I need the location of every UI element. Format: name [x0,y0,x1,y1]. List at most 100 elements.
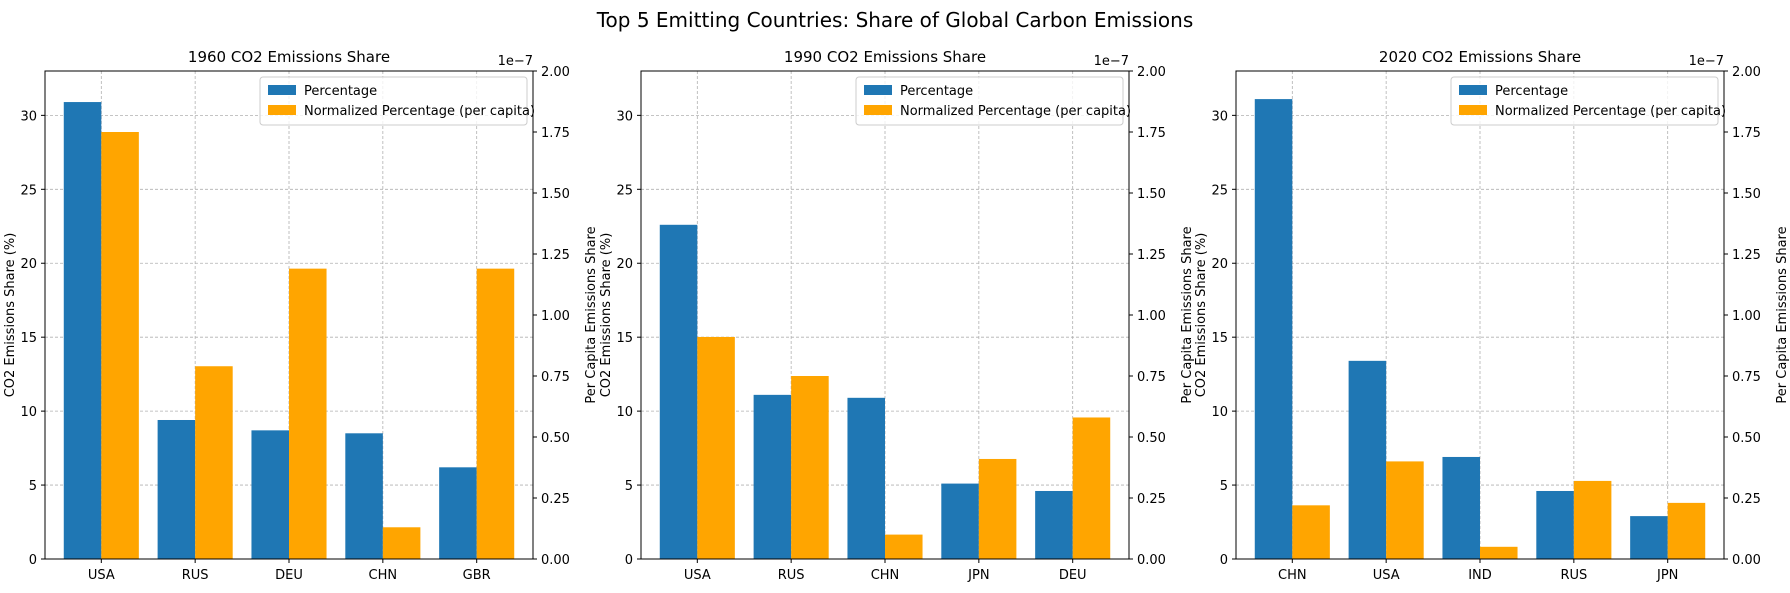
bars [1254,99,1706,559]
right-y-axis: 0.00 0.25 0.50 0.75 1.00 1.25 1.50 1.75 2.00 1e−7… [498,54,599,568]
x-tick-label: RUS [778,568,805,583]
y-right-tick-label: 0.50 [1732,431,1761,446]
bar-percentage-chn [1254,99,1293,559]
subplot-title: 1990 CO2 Emissions Share [784,48,986,66]
y-right-tick-label: 0.75 [1732,370,1761,385]
y-right-tick-label: 0.50 [1137,431,1166,446]
y-right-axis-label: Per Capita Emissions Share [584,226,599,403]
y-right-offset-text: 1e−7 [1094,54,1129,69]
bar-percentage-usa [63,102,102,560]
x-tick-label: DEU [1059,568,1087,583]
figure-title: Top 5 Emitting Countries: Share of Globa… [596,8,1194,32]
legend-swatch-per-capita [1459,105,1487,115]
y-tick-label: 0 [29,553,37,568]
bar-per-capita-usa [101,132,139,559]
bar-percentage-usa [1348,360,1387,559]
bar-per-capita-chn [1292,505,1330,559]
y-axis-label: CO2 Emissions Share (%) [1194,233,1209,398]
y-right-tick-label: 2.00 [1137,65,1166,80]
x-axis: USA RUS DEU CHN GBR [88,559,491,583]
y-right-tick-label: 1.50 [1732,187,1761,202]
y-right-tick-label: 1.25 [1732,248,1761,263]
legend-label: Normalized Percentage (per capita) [304,104,535,119]
y-tick-label: 15 [616,331,633,346]
y-right-tick-label: 0.50 [541,431,570,446]
legend: Percentage Normalized Percentage (per cap… [855,76,1131,126]
y-tick-label: 10 [20,405,37,420]
y-right-tick-label: 0.75 [541,370,570,385]
bar-per-capita-chn [382,527,421,559]
bar-percentage-ind [1442,456,1480,559]
legend: Percentage Normalized Percentage (per cap… [259,76,535,126]
bar-per-capita-jpn [978,458,1017,559]
x-tick-label: RUS [182,568,209,583]
y-tick-label: 25 [20,183,37,198]
x-tick-label: USA [1373,568,1400,583]
bar-percentage-deu [1035,490,1073,559]
y-right-tick-label: 1.50 [1137,187,1166,202]
left-y-axis: 0 5 10 15 20 25 30 CO2 Emissions Share (%) [1194,109,1236,568]
legend-label: Percentage [900,84,973,99]
y-right-tick-label: 1.00 [1732,309,1761,324]
bar-percentage-rus [1536,490,1574,559]
x-tick-label: GBR [463,568,491,583]
y-tick-label: 10 [1211,405,1228,420]
legend-swatch-percentage [864,85,892,95]
y-axis-label: CO2 Emissions Share (%) [3,233,18,398]
bar-per-capita-deu [1072,417,1111,559]
y-right-tick-label: 1.50 [541,187,570,202]
y-right-axis-label: Per Capita Emissions Share [1180,226,1195,403]
legend-swatch-percentage [1459,85,1487,95]
bars [63,102,515,560]
bar-percentage-rus [753,394,792,559]
legend-label: Percentage [1495,84,1568,99]
y-axis-label: CO2 Emissions Share (%) [599,233,614,398]
y-right-tick-label: 0.75 [1137,370,1166,385]
x-tick-label: CHN [1278,568,1307,583]
y-right-tick-label: 2.00 [541,65,570,80]
legend-label: Percentage [304,84,377,99]
y-tick-label: 5 [29,479,37,494]
y-right-tick-label: 1.75 [1137,126,1166,141]
y-right-tick-label: 0.00 [1137,553,1166,568]
legend-label: Normalized Percentage (per capita) [900,104,1131,119]
y-tick-label: 0 [1220,553,1228,568]
bar-percentage-gbr [439,467,477,559]
legend-label: Normalized Percentage (per capita) [1495,104,1726,119]
y-tick-label: 10 [616,405,633,420]
x-tick-label: USA [684,568,711,583]
subplot-title: 1960 CO2 Emissions Share [188,48,390,66]
bar-per-capita-jpn [1667,502,1706,559]
y-tick-label: 20 [1211,257,1228,272]
y-tick-label: 30 [616,109,633,124]
x-tick-label: USA [88,568,115,583]
legend-swatch-per-capita [268,105,296,115]
bar-percentage-usa [659,224,698,559]
bar-percentage-jpn [1630,516,1668,559]
bar-per-capita-chn [885,534,923,559]
y-right-offset-text: 1e−7 [498,54,533,69]
legend-swatch-per-capita [864,105,892,115]
y-tick-label: 30 [20,109,37,124]
y-right-tick-label: 0.25 [1732,492,1761,507]
legend-swatch-percentage [268,85,296,95]
y-right-tick-label: 1.00 [1137,309,1166,324]
y-right-tick-label: 2.00 [1732,65,1761,80]
y-right-axis-label: Per Capita Emissions Share [1775,226,1790,403]
bars [659,224,1111,559]
bar-percentage-chn [847,397,885,559]
y-tick-label: 15 [1211,331,1228,346]
x-tick-label: JPN [967,568,989,583]
y-tick-label: 20 [616,257,633,272]
y-tick-label: 15 [20,331,37,346]
x-tick-label: DEU [275,568,303,583]
y-right-tick-label: 1.75 [541,126,570,141]
bar-per-capita-ind [1480,546,1518,559]
subplot-title: 2020 CO2 Emissions Share [1379,48,1581,66]
y-tick-label: 20 [20,257,37,272]
y-tick-label: 5 [625,479,633,494]
